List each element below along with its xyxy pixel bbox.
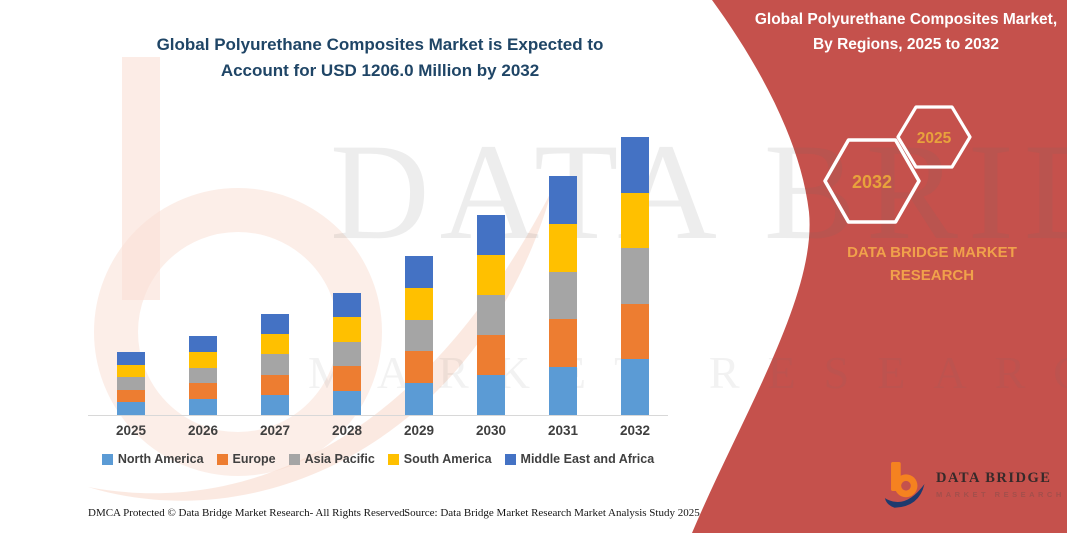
legend-item-middle-east-and-africa: Middle East and Africa: [504, 452, 655, 466]
bar-segment-asia-pacific: [477, 295, 505, 335]
bar-segment-middle-east-and-africa: [405, 256, 433, 288]
bar-segment-middle-east-and-africa: [333, 293, 361, 318]
bar-segment-europe: [477, 335, 505, 375]
footer-dmca-text: DMCA Protected © Data Bridge Market Rese…: [88, 507, 408, 519]
bar-2032: [621, 137, 649, 415]
bar-segment-middle-east-and-africa: [189, 336, 217, 352]
x-axis-label-2029: 2029: [403, 423, 435, 438]
logo-name: DATA BRIDGE: [936, 469, 1052, 486]
bar-segment-south-america: [549, 223, 577, 272]
bar-segment-middle-east-and-africa: [621, 137, 649, 193]
bar-segment-europe: [117, 389, 145, 403]
bar-segment-south-america: [405, 287, 433, 320]
x-axis-label-2026: 2026: [187, 423, 219, 438]
bar-segment-north-america: [621, 359, 649, 415]
legend-label: Asia Pacific: [304, 452, 375, 466]
logo-b-hole: [901, 480, 911, 491]
bar-segment-north-america: [477, 375, 505, 415]
bar-segment-europe: [189, 383, 217, 400]
legend-item-europe: Europe: [216, 452, 276, 466]
bar-segment-middle-east-and-africa: [549, 176, 577, 224]
watermark-swoosh: [88, 190, 552, 501]
bar-segment-asia-pacific: [117, 377, 145, 390]
x-axis-label-2028: 2028: [331, 423, 363, 438]
chart-title: Global Polyurethane Composites Market is…: [156, 35, 604, 80]
bar-segment-north-america: [333, 390, 361, 415]
logo-text-block: DATA BRIDGE MARKET RESEARCH: [936, 470, 1065, 499]
footer-source-text: Source: Data Bridge Market Research Mark…: [404, 507, 700, 519]
bar-segment-asia-pacific: [189, 367, 217, 384]
hexagon-2032-label: 2032: [852, 172, 892, 192]
legend-swatch-icon: [504, 453, 516, 465]
bar-segment-asia-pacific: [405, 319, 433, 352]
bar-segment-south-america: [189, 351, 217, 368]
banner-red-curve: [692, 0, 1067, 533]
legend-swatch-icon: [216, 453, 228, 465]
chart-legend: North America Europe Asia Pacific South Ame…: [78, 452, 678, 466]
bar-segment-asia-pacific: [621, 248, 649, 304]
bar-segment-south-america: [333, 317, 361, 342]
x-axis-label-2027: 2027: [259, 423, 291, 438]
hexagon-year-badges: 2032 2025: [823, 105, 972, 224]
data-bridge-logo: DATA BRIDGE MARKET RESEARCH: [884, 460, 1065, 508]
legend-item-south-america: South America: [387, 452, 492, 466]
bar-segment-north-america: [405, 383, 433, 415]
bar-segment-europe: [333, 366, 361, 391]
bar-segment-middle-east-and-africa: [477, 215, 505, 255]
bar-segment-asia-pacific: [261, 354, 289, 375]
bar-2027: [261, 314, 289, 415]
bar-segment-south-america: [477, 255, 505, 295]
bar-segment-asia-pacific: [549, 271, 577, 320]
legend-label: North America: [117, 452, 204, 466]
bar-segment-south-america: [621, 192, 649, 249]
hexagon-2032-badge: [823, 138, 921, 224]
legend-label: South America: [403, 452, 492, 466]
bar-2030: [477, 215, 505, 415]
x-axis-label-2025: 2025: [115, 423, 147, 438]
bar-segment-europe: [405, 351, 433, 384]
banner-title: Global Polyurethane Composites Market, B…: [754, 11, 1058, 53]
chart-plot-area: 2025 2026 2027 2028 2029 2030 2031 2032: [88, 120, 668, 438]
bar-segment-asia-pacific: [333, 341, 361, 367]
legend-label: Middle East and Africa: [520, 452, 655, 466]
data-bridge-logo-icon: [884, 462, 925, 508]
legend-swatch-icon: [101, 453, 113, 465]
legend-item-asia-pacific: Asia Pacific: [288, 452, 375, 466]
bar-segment-middle-east-and-africa: [261, 314, 289, 335]
x-axis-label-2030: 2030: [475, 423, 507, 438]
hexagon-2025-label: 2025: [917, 130, 952, 147]
bar-2029: [405, 256, 433, 415]
bar-segment-north-america: [549, 367, 577, 415]
bar-segment-north-america: [189, 399, 217, 415]
bar-segment-south-america: [261, 334, 289, 355]
bar-2031: [549, 176, 577, 415]
bar-2026: [189, 336, 217, 415]
x-axis-label-2031: 2031: [547, 423, 579, 438]
brand-caption: DATA BRIDGE MARKET RESEARCH: [847, 244, 1017, 284]
legend-swatch-icon: [288, 453, 300, 465]
bar-segment-north-america: [261, 394, 289, 415]
bar-segment-europe: [261, 374, 289, 395]
bar-segment-europe: [621, 303, 649, 360]
legend-label: Europe: [232, 452, 276, 466]
bar-2028: [333, 293, 361, 415]
hexagon-2025-badge: [896, 105, 972, 169]
bar-2025: [117, 352, 145, 415]
legend-swatch-icon: [387, 453, 399, 465]
logo-swoosh: [884, 484, 925, 508]
bar-segment-middle-east-and-africa: [117, 352, 145, 365]
bar-segment-north-america: [117, 402, 145, 415]
x-axis-label-2032: 2032: [619, 423, 651, 438]
bar-segment-south-america: [117, 364, 145, 378]
legend-item-north-america: North America: [101, 452, 204, 466]
bar-segment-europe: [549, 319, 577, 368]
logo-tagline: MARKET RESEARCH: [936, 489, 1065, 499]
